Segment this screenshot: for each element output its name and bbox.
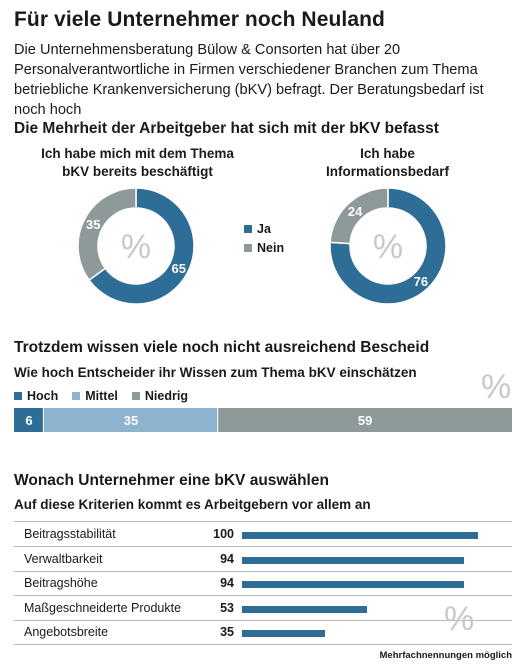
donut2-value-ja: 76 <box>414 274 428 289</box>
criteria-label: Verwaltbarkeit <box>24 551 103 566</box>
criteria-bar <box>242 581 464 588</box>
legend-label-niedrig: Niedrig <box>144 389 188 403</box>
stacked-segment-niedrig <box>218 408 512 432</box>
criteria-row-divider <box>14 619 512 621</box>
stacked-value-niedrig: 59 <box>358 413 372 428</box>
criteria-label: Beitragsstabilität <box>24 527 116 541</box>
legend-item-hoch: Hoch <box>14 389 58 403</box>
section2-unit: % <box>481 368 512 406</box>
legend-item-nein: Nein <box>244 241 284 255</box>
donut1-slice-nein <box>77 187 137 282</box>
donut2-unit: % <box>373 228 403 266</box>
criteria-label: Maßgeschneiderte Produkte <box>24 600 182 615</box>
stacked-value-hoch: 6 <box>25 413 32 428</box>
legend-item-mittel: Mittel <box>72 389 118 403</box>
criteria-bar <box>242 630 325 637</box>
donut2-slice-nein <box>329 187 389 245</box>
criteria-row-divider <box>14 595 512 596</box>
criteria-value: 53 <box>220 600 234 615</box>
donut1-value-ja: 65 <box>172 261 186 276</box>
legend-label-mittel: Mittel <box>85 389 118 403</box>
stacked-bar-chart: 6 35 59 <box>14 408 512 432</box>
criteria-value: 100 <box>213 527 234 541</box>
section2-heading: Trotzdem wissen viele noch nicht ausreic… <box>14 339 430 356</box>
donut1-unit: % <box>121 228 151 266</box>
criteria-value: 94 <box>220 551 234 566</box>
donut-chart-2: 76 24% <box>329 187 447 305</box>
legend-item-niedrig: Niedrig <box>131 389 188 403</box>
legend-label-hoch: Hoch <box>27 389 59 403</box>
legend-swatch-mittel <box>72 392 81 400</box>
legend-label-ja: Ja <box>257 222 271 236</box>
section2-subheading: Wie hoch Entscheider ihr Wissen zum Them… <box>14 365 417 380</box>
criteria-row-divider <box>14 546 512 547</box>
section3-heading: Wonach Unternehmer eine bKV auswählen <box>14 472 329 489</box>
donut1-title: Ich habe mich mit dem Thema bKV bereits … <box>41 146 234 179</box>
section3-subheading: Auf diese Kriterien kommt es Arbeitgeber… <box>14 497 371 512</box>
criteria-label: Angebotsbreite <box>24 625 109 639</box>
criteria-label: Beitragshöhe <box>24 576 98 590</box>
stacked-segment-hoch <box>14 408 43 432</box>
donut2-slice-ja <box>329 187 447 305</box>
donut-chart-1: 65 35% <box>77 187 195 305</box>
legend-item-ja: Ja <box>244 222 284 236</box>
legend-swatch-niedrig <box>131 392 140 400</box>
legend-swatch-nein <box>244 244 252 252</box>
criteria-bar <box>242 532 478 539</box>
legend-label-nein: Nein <box>257 241 285 255</box>
page-title: Für viele Unternehmer noch Neuland <box>14 8 385 31</box>
criteria-row-divider <box>14 644 512 645</box>
criteria-bar <box>242 556 464 564</box>
donut1-value-nein: 35 <box>86 217 100 232</box>
section1-heading: Die Mehrheit der Arbeitgeber hat sich mi… <box>14 120 439 137</box>
criteria-bar <box>242 605 368 613</box>
donut-legend: Ja Nein <box>244 222 284 255</box>
rule-top <box>14 521 512 522</box>
donut2-title: Ich habe Informationsbedarf <box>325 146 449 179</box>
footnote: Mehrfachnennungen möglich <box>379 650 512 661</box>
legend-swatch-ja <box>244 225 252 233</box>
donut2-value-nein: 24 <box>348 204 363 219</box>
donut1-slice-ja <box>88 187 195 305</box>
criteria-value: 35 <box>220 625 234 639</box>
criteria-value: 94 <box>220 576 234 590</box>
knowledge-legend: Hoch Mittel Niedrig <box>14 389 188 403</box>
legend-swatch-hoch <box>14 392 22 400</box>
stacked-segment-mittel <box>43 408 218 432</box>
criteria-row-divider <box>14 570 512 572</box>
stacked-value-mittel: 35 <box>124 413 138 428</box>
section3-unit: % <box>444 600 475 638</box>
intro-text: Die Unternehmensberatung Bülow & Consort… <box>14 42 484 118</box>
